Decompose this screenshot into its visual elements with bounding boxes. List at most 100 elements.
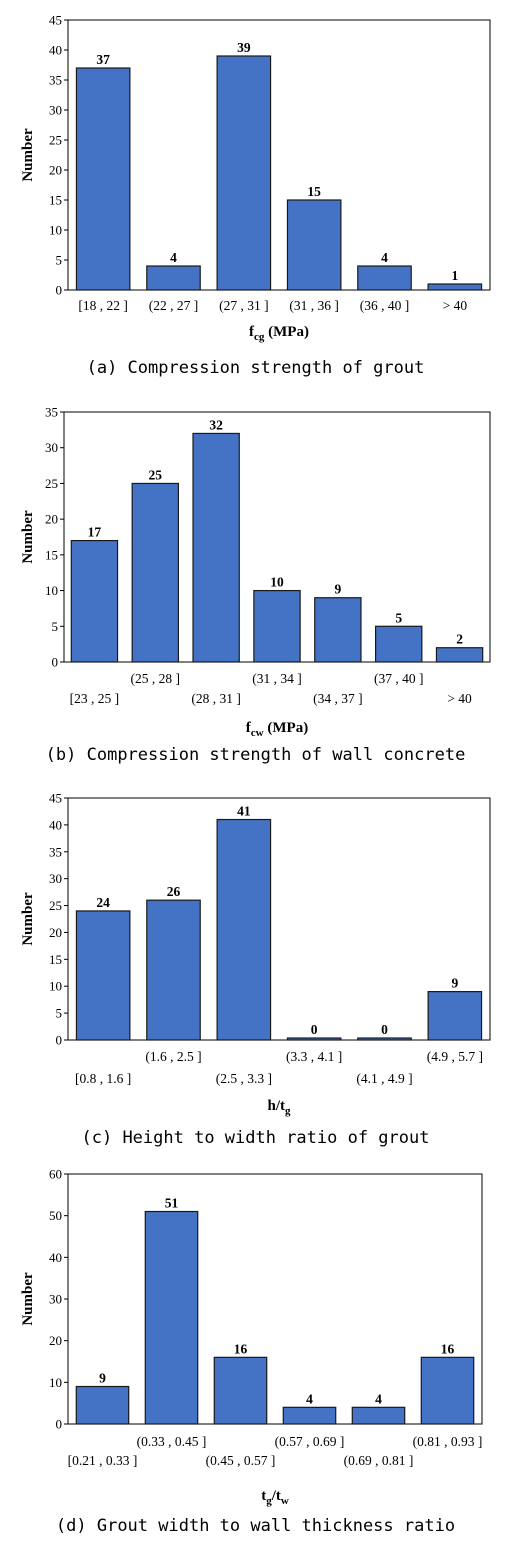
category-label: (0.57 , 0.69 ] — [275, 1434, 345, 1449]
value-label: 0 — [381, 1022, 388, 1037]
value-label: 39 — [237, 40, 251, 55]
bar — [357, 265, 412, 291]
x-axis-label: fcg (MPa) — [249, 324, 309, 343]
category-label: (0.33 , 0.45 ] — [137, 1434, 207, 1449]
value-label: 9 — [451, 976, 458, 991]
value-label: 17 — [88, 525, 102, 540]
y-tick-label: 0 — [56, 1033, 63, 1048]
y-tick-label: 15 — [49, 193, 62, 208]
category-label: (31 , 34 ] — [252, 671, 302, 686]
y-tick-label: 10 — [45, 583, 58, 598]
y-tick-label: 10 — [49, 979, 62, 994]
plot-frame — [67, 19, 491, 291]
bar — [253, 589, 301, 663]
category-label: (28 , 31 ] — [191, 691, 241, 706]
y-tick-label: 30 — [45, 440, 58, 455]
category-label: (0.45 , 0.57 ] — [206, 1453, 276, 1468]
y-axis-label: Number — [20, 128, 36, 182]
value-label: 15 — [307, 184, 321, 199]
value-label: 37 — [96, 52, 110, 67]
y-tick-label: 20 — [49, 925, 62, 940]
category-label: [18 , 22 ] — [78, 298, 128, 313]
y-tick-label: 5 — [56, 1006, 63, 1021]
caption-c: (c) Height to width ratio of grout — [81, 1128, 430, 1148]
bar — [420, 1356, 475, 1425]
y-tick-label: 25 — [49, 898, 62, 913]
y-tick-label: 0 — [56, 283, 63, 298]
y-tick-label: 30 — [49, 1292, 62, 1307]
bar — [286, 199, 342, 291]
bar — [216, 818, 272, 1041]
y-tick-label: 15 — [45, 547, 58, 562]
y-tick-label: 35 — [49, 844, 62, 859]
y-tick-label: 25 — [49, 133, 62, 148]
category-label: (4.9 , 5.7 ] — [427, 1049, 483, 1064]
caption-b: (b) Compression strength of wall concret… — [45, 745, 466, 765]
chart-panel-a: 0 5 10 15 20 25 30 35 40 45 Number 37 [18 , 22 ] 4 (22… — [0, 0, 511, 390]
bar — [70, 539, 119, 663]
value-label: 0 — [311, 1022, 318, 1037]
category-label: (31 , 36 ] — [289, 298, 339, 313]
bar — [213, 1356, 268, 1425]
category-label: (27 , 31 ] — [219, 298, 269, 313]
value-label: 32 — [209, 417, 223, 432]
bar — [146, 899, 201, 1041]
chart-panel-d: 0 10 20 30 40 50 60 Number 9 [0.21 , 0.33 ] 51 (0.3… — [0, 1160, 511, 1550]
category-label: (34 , 37 ] — [313, 691, 363, 706]
category-label: [23 , 25 ] — [70, 691, 120, 706]
plot-frame — [67, 797, 491, 1041]
y-tick-label: 20 — [45, 512, 58, 527]
y-tick-label: 50 — [49, 1208, 62, 1223]
value-label: 9 — [334, 582, 341, 597]
plot-frame — [67, 1173, 483, 1425]
y-tick-label: 25 — [45, 476, 58, 491]
value-label: 4 — [170, 250, 177, 265]
y-tick-label: 15 — [49, 952, 62, 967]
category-label: (1.6 , 2.5 ] — [145, 1049, 201, 1064]
value-label: 1 — [451, 268, 458, 283]
y-tick-label: 30 — [49, 871, 62, 886]
value-label: 41 — [237, 804, 251, 819]
x-axis-label: h/tg — [267, 1098, 291, 1117]
bar — [282, 1406, 337, 1425]
bar — [435, 647, 484, 663]
y-tick-label: 0 — [56, 1417, 63, 1432]
y-tick-label: 5 — [52, 619, 59, 634]
caption-a: (a) Compression strength of grout — [86, 358, 425, 378]
bar — [374, 625, 423, 663]
value-label: 2 — [456, 632, 463, 647]
chart-panel-b: 0 5 10 15 20 25 30 35 Number 17 [23 , 25 ] 25 (25 , … — [0, 393, 511, 783]
bar — [357, 1037, 412, 1041]
category-label: (25 , 28 ] — [131, 671, 181, 686]
y-tick-label: 5 — [56, 253, 63, 268]
y-tick-label: 35 — [45, 405, 58, 420]
y-tick-label: 20 — [49, 163, 62, 178]
value-label: 51 — [165, 1196, 179, 1211]
bar — [351, 1406, 406, 1425]
category-label: (2.5 , 3.3 ] — [216, 1071, 272, 1086]
category-label: (36 , 40 ] — [360, 298, 410, 313]
bar — [144, 1210, 199, 1425]
bar — [146, 265, 201, 291]
y-tick-label: 60 — [49, 1167, 62, 1182]
caption-d: (d) Grout width to wall thickness ratio — [55, 1516, 456, 1536]
y-axis-label: Number — [20, 892, 36, 946]
chart-a-svg: 0 5 10 15 20 25 30 35 40 45 Number 37 [18 , 22 ] 4 (22… — [20, 13, 491, 343]
category-label: > 40 — [447, 691, 472, 706]
y-tick-label: 40 — [49, 43, 62, 58]
chart-panel-c: 0 5 10 15 20 25 30 35 40 45 Number 24 [0.8 , 1.6 ] 26… — [0, 775, 511, 1160]
value-label: 26 — [167, 884, 181, 899]
y-tick-label: 35 — [49, 73, 62, 88]
category-label: (0.69 , 0.81 ] — [344, 1453, 414, 1468]
bar — [427, 991, 483, 1041]
category-label: (37 , 40 ] — [374, 671, 424, 686]
bar — [286, 1037, 342, 1041]
category-label: [0.8 , 1.6 ] — [75, 1071, 131, 1086]
value-label: 24 — [96, 895, 110, 910]
y-tick-label: 0 — [52, 655, 59, 670]
category-label: (3.3 , 4.1 ] — [286, 1049, 342, 1064]
value-label: 16 — [441, 1341, 455, 1356]
category-label: (22 , 27 ] — [149, 298, 199, 313]
value-label: 4 — [306, 1391, 313, 1406]
